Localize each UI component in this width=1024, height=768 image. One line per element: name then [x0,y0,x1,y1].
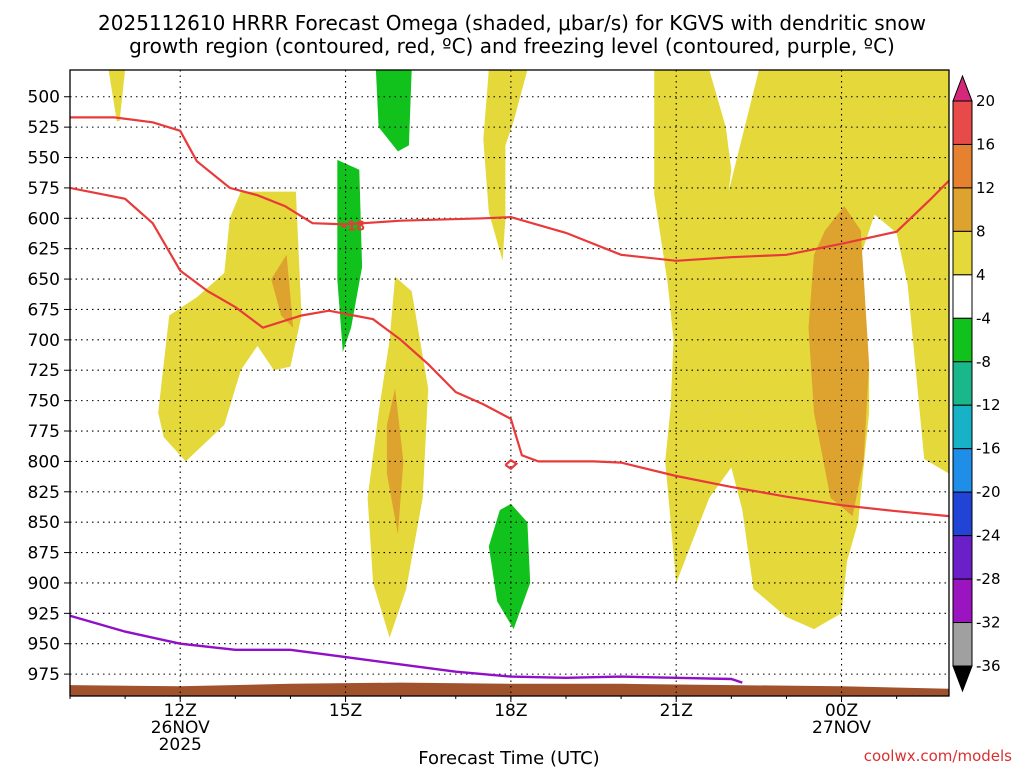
y-tick-label-850: 850 [28,513,60,533]
plot-frame [69,69,950,697]
omega-region-1 [158,191,302,462]
x-tick-label-12-2: 2025 [159,735,202,755]
colorbar-label-4: 4 [976,266,986,284]
y-tick-label-975: 975 [28,665,60,685]
colorbar-label-9: -20 [976,483,1001,501]
colorbar: 20 16 12 8 4 -4 -8 -12 -16 -20 -24 -28 -32 -36 [952,74,1001,693]
colorbar-label-5: -4 [976,309,991,327]
credit-text: coolwx.com/models [864,747,1012,765]
y-tick-label-725: 725 [28,361,60,381]
chart-title-line1: 2025112610 HRRR Forecast Omega (shaded, … [98,11,926,35]
y-tick-label-875: 875 [28,544,60,564]
x-axis-label: Forecast Time (UTC) [418,748,599,768]
omega-region-10 [488,503,531,630]
x-tick-label-18-0: 18Z [494,701,527,721]
y-tick-label-800: 800 [28,452,60,472]
colorbar-bottom-arrow [952,665,973,693]
colorbar-label-6: -8 [976,353,991,371]
colorbar-label-2: 12 [976,179,995,197]
x-tick-label-12-0: 12Z [164,701,197,721]
x-tick-label-12-1: 26NOV [151,718,210,738]
colorbar-segment-6 [952,361,973,406]
plot-clip-group: -18 [70,70,949,696]
colorbar-label-11: -28 [976,570,1001,588]
colorbar-segment-3 [952,230,973,276]
freezing-level-line [70,614,743,684]
colorbar-top-arrow [952,74,973,102]
dgz-contour-2 [504,458,519,471]
colorbar-segment-5 [952,317,973,363]
colorbar-label-7: -12 [976,396,1001,414]
y-tick-label-525: 525 [28,118,60,138]
dgz-contour-0 [70,116,949,262]
omega-region-7 [808,206,870,517]
x-tick-label-21-0: 21Z [660,701,693,721]
y-tick-label-500: 500 [28,88,60,108]
colorbar-label-10: -24 [976,527,1001,545]
colorbar-segment-7 [952,404,973,450]
colorbar-label-3: 8 [976,222,986,240]
colorbar-segment-11 [952,578,973,624]
terrain-fill [70,682,949,696]
y-tick-label-925: 925 [28,604,60,624]
chart-title-line2: growth region (contoured, red, ºC) and f… [129,34,895,58]
colorbar-segment-12 [952,622,973,667]
omega-region-9 [375,70,412,152]
y-tick-label-550: 550 [28,149,60,169]
axes: 500 525 550 575 600 625 650 675 700 725 750 775 800 8… [28,69,950,755]
omega-region-5 [483,70,528,261]
y-tick-label-700: 700 [28,331,60,351]
y-tick-label-650: 650 [28,270,60,290]
y-tick-label-625: 625 [28,240,60,260]
y-tick-label-950: 950 [28,635,60,655]
y-tick-label-750: 750 [28,392,60,412]
dgz-contour-1 [70,186,949,518]
y-tick-label-900: 900 [28,574,60,594]
omega-region-0 [108,70,126,122]
y-tick-label-775: 775 [28,422,60,442]
colorbar-label-1: 16 [976,136,995,154]
colorbar-segment-1 [952,143,973,189]
colorbar-segment-2 [952,187,973,232]
x-tick-label-15-0: 15Z [329,701,362,721]
omega-region-8 [337,159,363,352]
colorbar-label-8: -16 [976,440,1001,458]
y-tick-label-675: 675 [28,300,60,320]
y-tick-label-575: 575 [28,179,60,199]
colorbar-label-0: 20 [976,92,995,110]
colorbar-label-13: -36 [976,657,1001,675]
omega-region-2 [271,254,294,328]
y-tick-label-825: 825 [28,483,60,503]
colorbar-segment-0 [952,100,973,145]
x-tick-label-24-0: 00Z [825,701,858,721]
omega-region-6 [654,70,949,630]
dgz-contour-label: -18 [342,219,366,234]
colorbar-segment-4 [952,274,973,319]
plot-area: -18 [70,70,949,696]
y-tick-label-600: 600 [28,209,60,229]
x-tick-label-24-1: 27NOV [812,718,871,738]
colorbar-segment-9 [952,491,973,537]
colorbar-segment-8 [952,448,973,493]
colorbar-segment-10 [952,535,973,580]
colorbar-label-12: -32 [976,614,1001,632]
